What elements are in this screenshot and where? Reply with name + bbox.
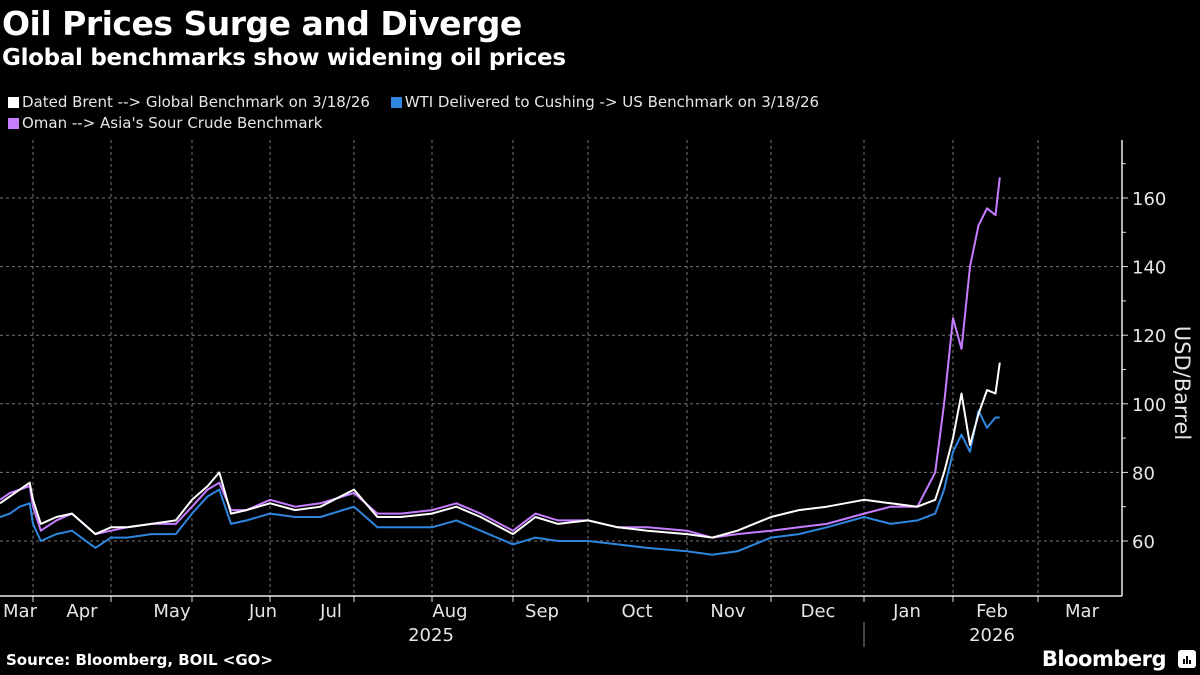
legend-swatch-brent	[8, 97, 19, 108]
legend: Dated Brent --> Global Benchmark on 3/18…	[8, 92, 1008, 134]
x-tick-label: Jun	[248, 601, 277, 622]
y-tick-label: 100	[1132, 395, 1166, 416]
y-tick-label: 60	[1132, 532, 1155, 553]
x-tick-label: Feb	[976, 601, 1008, 622]
x-tick-label: Dec	[801, 601, 836, 622]
y-tick-label: 160	[1132, 189, 1166, 210]
y-axis-label: USD/Barrel	[1170, 326, 1194, 440]
x-tick-label: Nov	[710, 601, 745, 622]
x-tick-label: Sep	[525, 601, 559, 622]
chart-subtitle: Global benchmarks show widening oil pric…	[2, 45, 566, 71]
y-tick-label: 80	[1132, 463, 1155, 484]
x-tick-label: Jul	[319, 601, 342, 622]
legend-swatch-oman	[8, 118, 19, 129]
source-note: Source: Bloomberg, BOIL <GO>	[6, 651, 273, 669]
chart-title: Oil Prices Surge and Diverge	[2, 4, 522, 43]
series-line-oman	[0, 177, 1001, 539]
x-year-label: 2026	[969, 625, 1015, 646]
bloomberg-logo: Bloomberg	[1041, 647, 1167, 671]
x-year-label: 2025	[408, 625, 454, 646]
x-tick-label: Aug	[432, 601, 467, 622]
series-line-brent	[0, 362, 1001, 539]
legend-item-wti: WTI Delivered to Cushing -> US Benchmark…	[390, 92, 820, 113]
legend-label-oman: Oman --> Asia's Sour Crude Benchmark	[22, 114, 323, 132]
x-tick-label: Oct	[621, 601, 652, 622]
legend-label-brent: Dated Brent --> Global Benchmark on 3/18…	[22, 93, 370, 111]
legend-swatch-wti	[390, 97, 402, 108]
series-line-wti	[0, 409, 1000, 556]
x-tick-label: Mar	[1065, 601, 1100, 622]
y-tick-label: 120	[1132, 326, 1166, 347]
y-tick-label: 140	[1132, 258, 1166, 279]
legend-item-oman: Oman --> Asia's Sour Crude Benchmark	[8, 113, 322, 134]
x-tick-label: Jan	[892, 601, 921, 622]
chart-icon	[1178, 650, 1196, 668]
x-tick-label: Apr	[66, 601, 98, 622]
legend-item-brent: Dated Brent --> Global Benchmark on 3/18…	[8, 92, 370, 113]
legend-label-wti: WTI Delivered to Cushing -> US Benchmark…	[404, 93, 820, 111]
x-tick-label: May	[153, 601, 191, 622]
x-tick-label: Mar	[3, 601, 38, 622]
